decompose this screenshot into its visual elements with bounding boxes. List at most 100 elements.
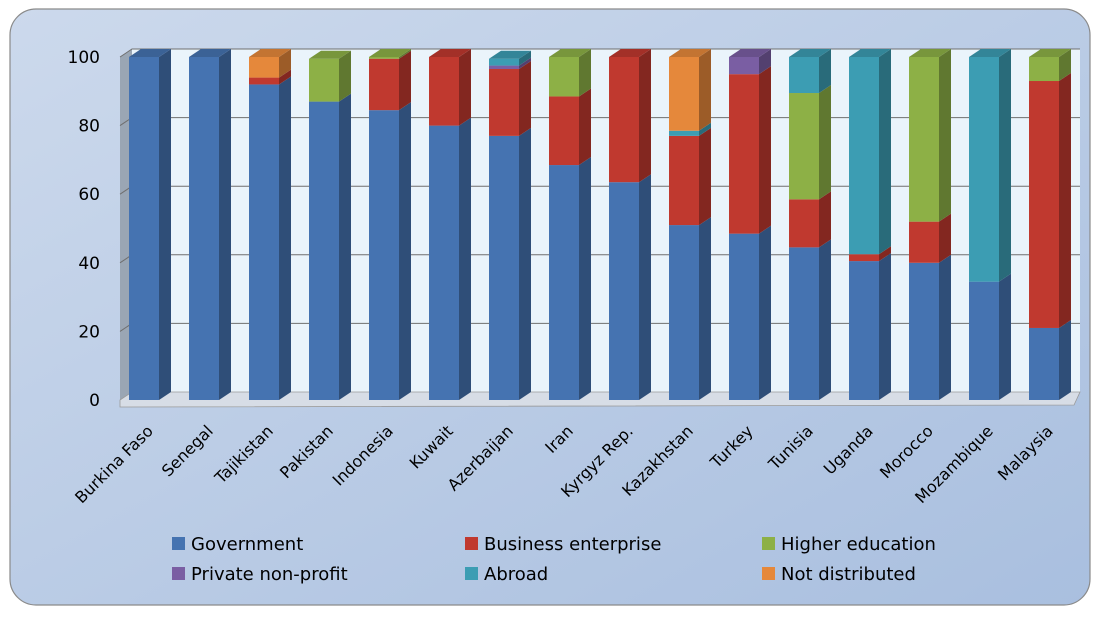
bar-segment-side: [159, 49, 171, 400]
bar-top: [429, 49, 471, 57]
bar-segment: [369, 110, 399, 400]
bar-top: [849, 49, 891, 57]
legend-label: Abroad: [484, 564, 548, 585]
legend-label: Government: [191, 534, 303, 555]
bar-segment-side: [1059, 319, 1071, 400]
legend-label: Private non-profit: [191, 564, 348, 585]
bar-segment-side: [399, 50, 411, 111]
legend-label: Business enterprise: [484, 534, 661, 555]
bar-segment: [129, 57, 159, 400]
bar-segment-side: [819, 85, 831, 200]
bar-top: [669, 49, 711, 57]
bar-segment: [249, 84, 279, 400]
bar-segment: [1029, 57, 1059, 82]
bar-segment: [789, 57, 819, 94]
bar-segment: [669, 130, 699, 136]
bar-segment-side: [1059, 49, 1071, 82]
bar-top: [609, 49, 651, 57]
bar-segment: [549, 165, 579, 400]
bar-segment-side: [519, 57, 531, 70]
legend-label: Higher education: [781, 534, 936, 555]
legend-label: Not distributed: [781, 564, 916, 585]
bar-top: [489, 50, 531, 59]
y-tick-label: 20: [78, 322, 100, 342]
bar-top: [909, 49, 951, 57]
bar-segment: [789, 93, 819, 200]
y-tick-label: 40: [78, 254, 100, 274]
bar-segment-side: [519, 127, 531, 400]
bar-segment: [309, 101, 339, 400]
bar-top: [369, 49, 411, 57]
bar-segment-side: [339, 93, 351, 400]
y-tick-label: 60: [78, 185, 100, 205]
bar-segment: [849, 261, 879, 400]
legend: Government Business enterprise Higher educ…: [172, 534, 936, 585]
bar-segment-side: [459, 117, 471, 400]
bar-segment: [189, 57, 219, 400]
bar-segment-side: [339, 50, 351, 102]
bar-segment: [729, 57, 759, 75]
bar-segment-side: [759, 49, 771, 75]
bar-segment: [1029, 327, 1059, 400]
bar-segment: [609, 57, 639, 183]
bar-segment-side: [219, 49, 231, 400]
legend-swatch: [465, 537, 478, 550]
bar-segment: [849, 57, 879, 255]
bar-segment: [669, 57, 699, 131]
bar-top: [789, 49, 831, 57]
bar-segment-side: [399, 102, 411, 400]
legend-swatch: [172, 537, 185, 550]
bar-segment: [909, 221, 939, 263]
legend-swatch: [762, 537, 775, 550]
bar-segment-side: [939, 254, 951, 400]
bar-segment: [729, 74, 759, 234]
bar-segment-side: [819, 239, 831, 400]
bar-top: [189, 49, 231, 57]
bar-top: [729, 49, 771, 57]
bar-segment: [549, 57, 579, 97]
bar-segment-side: [879, 253, 891, 400]
bar-segment-side: [519, 50, 531, 66]
bar-top: [309, 50, 351, 59]
bar-segment-side: [279, 49, 291, 78]
bar-segment-side: [759, 225, 771, 400]
bar-segment-side: [279, 69, 291, 85]
bar-segment: [489, 58, 519, 66]
bar-segment-side: [579, 88, 591, 166]
bar-top: [129, 49, 171, 57]
legend-swatch: [465, 567, 478, 580]
bar-segment-side: [939, 213, 951, 263]
bar-segment: [849, 254, 879, 262]
bar-segment: [969, 281, 999, 400]
bar-top: [549, 49, 591, 57]
bar-segment: [909, 262, 939, 400]
bar-segment: [609, 182, 639, 400]
bar-segment: [729, 233, 759, 400]
bar-segment: [489, 65, 519, 70]
bar-segment-side: [399, 49, 411, 59]
bar-segment: [429, 57, 459, 126]
bar-segment-side: [279, 76, 291, 400]
bar-segment: [789, 247, 819, 400]
bar-segment-side: [699, 217, 711, 400]
bar-segment-side: [819, 49, 831, 94]
bar-segment-side: [579, 49, 591, 97]
bar-segment: [1029, 81, 1059, 328]
bar-segment-side: [879, 246, 891, 262]
bar-segment-side: [459, 49, 471, 126]
bar-segment: [489, 135, 519, 400]
bar-segment-side: [999, 273, 1011, 400]
bar-segment: [369, 57, 399, 59]
y-tick-label: 80: [78, 117, 100, 137]
bar-segment-side: [1059, 73, 1071, 328]
bar-top: [969, 49, 1011, 57]
bar-segment: [369, 58, 399, 111]
bar-segment-side: [819, 191, 831, 248]
bar-segment-side: [699, 127, 711, 226]
bar-segment-side: [999, 49, 1011, 282]
y-tick-label: 0: [89, 391, 100, 411]
legend-swatch: [172, 567, 185, 580]
bar-segment-side: [699, 49, 711, 131]
